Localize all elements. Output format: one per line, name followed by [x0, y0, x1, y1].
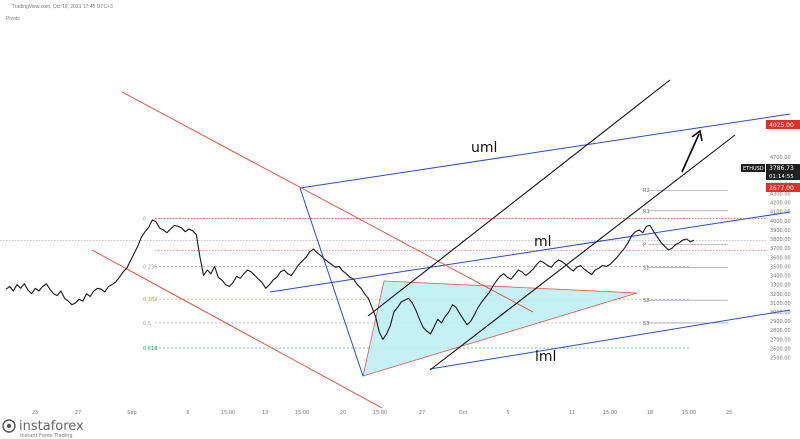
target-price-tag-text: 4025.00 — [769, 122, 794, 129]
y-tick-label: 4300.00 — [770, 191, 791, 197]
y-tick-label: 3800.00 — [770, 237, 791, 243]
target-price-tag: 4025.00 — [766, 120, 800, 129]
x-tick-label: 15:00 — [373, 410, 387, 416]
y-tick-label: 2500.00 — [770, 356, 791, 362]
descending-upper-line — [121, 91, 534, 313]
x-tick-label: 15:00 — [682, 410, 696, 416]
indicator-label: Pivots — [6, 16, 20, 22]
pivot-level-label: R2 — [643, 188, 650, 194]
y-tick-label: 3900.00 — [770, 228, 791, 234]
time-axis-layer: 23 27 Sep 6 15:00 13 15:00 20 15:00 27 Oct 5 11 15:00… — [32, 410, 732, 416]
x-tick-label: 20 — [340, 410, 346, 416]
watermark-brand: instaforex — [19, 419, 84, 434]
x-tick-label: 18 — [647, 410, 653, 416]
x-tick-label: 13 — [262, 410, 268, 416]
ml-label: ml — [534, 234, 552, 250]
lml-line — [429, 309, 791, 370]
ml-line — [269, 211, 791, 293]
pivot-level-label: S1 — [643, 265, 649, 271]
y-tick-label: 2800.00 — [770, 328, 791, 334]
y-tick-label: 4200.00 — [770, 201, 791, 207]
x-tick-label: Sep — [127, 410, 136, 416]
triangle-pattern — [362, 280, 638, 377]
price-series-line — [5, 219, 695, 340]
y-tick-label: 3100.00 — [770, 301, 791, 307]
y-tick-label: 3400.00 — [770, 274, 791, 280]
x-tick-label: 27 — [419, 410, 425, 416]
x-tick-label: 11 — [569, 410, 575, 416]
x-tick-label: 27 — [75, 410, 81, 416]
support-price-tag: 3677.00 — [766, 183, 800, 192]
trendlines-layer — [91, 79, 791, 409]
x-tick-label: 15:00 — [295, 410, 309, 416]
x-tick-label: Oct — [459, 410, 468, 416]
fib-level-label: 0 — [143, 217, 146, 223]
current-price-tag: ETHUSD 3786.73 01:14:55 — [741, 164, 800, 180]
pivot-level-label: R1 — [643, 209, 650, 215]
y-tick-label: 4100.00 — [770, 210, 791, 216]
x-tick-label: 15:00 — [603, 410, 617, 416]
uml-label: uml — [471, 140, 497, 156]
x-tick-label: 6 — [186, 410, 189, 416]
descending-lower-line — [91, 249, 383, 409]
x-tick-label: 23 — [32, 410, 38, 416]
fib-level-label: 0.5 — [143, 321, 151, 327]
current-price-tag-text: 3786.73 — [769, 165, 794, 172]
y-tick-label: 3200.00 — [770, 292, 791, 298]
instaforex-watermark: instaforex Instant Forex Trading — [2, 419, 84, 439]
y-tick-label: 3700.00 — [770, 246, 791, 252]
x-tick-label: 15:00 — [221, 410, 235, 416]
swing-line-upper — [299, 187, 364, 377]
pivot-level-label: S2 — [643, 298, 649, 304]
chart-source-header: TradingView.com, Oct 19, 2021 17:45 UTC+… — [12, 4, 113, 10]
uml-line — [299, 113, 791, 189]
lml-label: lml — [535, 349, 556, 365]
pivot-level-label: P — [643, 243, 646, 249]
pivot-level-label: S3 — [643, 321, 649, 327]
x-tick-label: 5 — [506, 410, 509, 416]
price-series-layer — [5, 219, 695, 340]
y-tick-label: 3500.00 — [770, 264, 791, 270]
pivot-levels-layer: R2 R1 P S1 S2 S3 — [0, 188, 766, 327]
y-tick-label: 3000.00 — [770, 310, 791, 316]
y-tick-label: 2700.00 — [770, 337, 791, 343]
fib-level-label: 0.236 — [143, 264, 157, 270]
watermark-tagline: Instant Forex Trading — [20, 433, 73, 439]
x-tick-label: 25 — [726, 410, 732, 416]
countdown-tag-text: 01:14:55 — [769, 174, 794, 180]
y-tick-label: 3600.00 — [770, 255, 791, 261]
y-tick-label: 2900.00 — [770, 319, 791, 325]
channel-upper-line — [367, 79, 671, 317]
support-price-tag-text: 3677.00 — [769, 185, 794, 192]
projection-arrow — [681, 129, 703, 173]
y-tick-label: 4000.00 — [770, 219, 791, 225]
y-tick-label: 3300.00 — [770, 283, 791, 289]
fib-level-label: 0.618 — [143, 346, 157, 352]
channel-lower-line — [429, 134, 736, 371]
symbol-tag-text: ETHUSD — [743, 166, 764, 172]
y-tick-label: 2600.00 — [770, 346, 791, 352]
y-tick-label: 4700.00 — [770, 155, 791, 161]
fib-level-label: 0.382 — [143, 297, 157, 303]
